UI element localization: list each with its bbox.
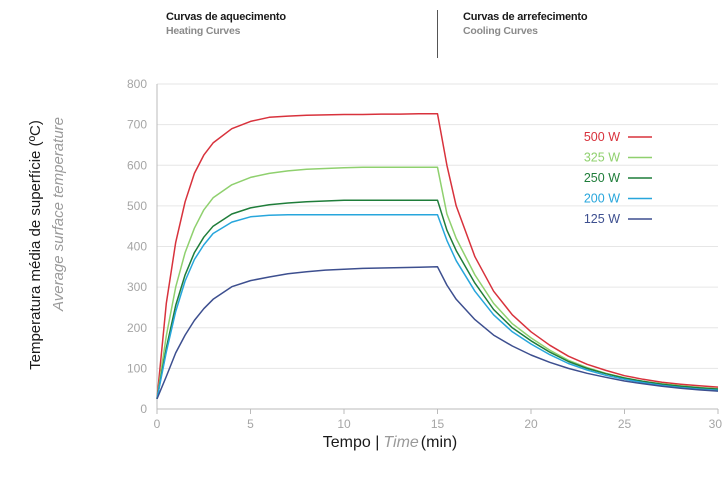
x-tick-label: 0	[154, 417, 161, 431]
x-axis-label-unit: (min)	[421, 434, 457, 451]
y-tick-label: 300	[127, 280, 147, 294]
x-axis-label-en: Time	[383, 434, 419, 451]
y-tick-label: 500	[127, 199, 147, 213]
cooling-curves-title-en: Cooling Curves	[463, 25, 538, 37]
y-tick-label: 600	[127, 158, 147, 172]
series-lines	[156, 112, 719, 400]
legend: 500 W 325 W 250 W 200 W 125 W	[584, 130, 652, 226]
legend-label: 125 W	[584, 212, 620, 226]
axes	[156, 84, 719, 414]
heating-curves-title-pt: Curvas de aquecimento	[166, 11, 286, 23]
grid-lines	[157, 83, 718, 369]
y-axis-label-pt: Temperatura média de superfície (ºC)	[27, 120, 44, 370]
x-tick-label: 5	[247, 417, 254, 431]
legend-label: 200 W	[584, 192, 620, 206]
legend-label: 325 W	[584, 151, 620, 165]
heating-curves-header: Curvas de aquecimento Heating Curves	[166, 11, 286, 37]
series-line-250w	[156, 199, 719, 399]
x-tick-label: 15	[431, 417, 445, 431]
y-tick-label: 100	[127, 361, 147, 375]
x-tick-label: 10	[337, 417, 351, 431]
y-tick-label: 200	[127, 321, 147, 335]
x-tick-label: 20	[524, 417, 538, 431]
legend-label: 250 W	[584, 171, 620, 185]
y-tick-label: 800	[127, 77, 147, 91]
x-tick-label: 25	[618, 417, 632, 431]
cooling-curves-title-pt: Curvas de arrefecimento	[463, 11, 588, 23]
series-line-200w	[156, 214, 719, 399]
series-line-500w	[156, 112, 719, 399]
x-tick-labels: 0 5 10 15 20 25 30	[154, 417, 723, 431]
y-axis-label-en: Average surface temperature	[50, 117, 67, 312]
x-axis-label-pt: Tempo |	[323, 434, 380, 451]
cooling-curves-header: Curvas de arrefecimento Cooling Curves	[463, 11, 588, 37]
y-tick-label: 0	[140, 402, 147, 416]
y-tick-labels: 0 100 200 300 400 500 600 700 800	[127, 77, 147, 416]
series-line-125w	[156, 266, 719, 400]
header-divider	[437, 10, 438, 58]
x-tick-label: 30	[709, 417, 723, 431]
x-axis-label: Tempo | Time (min)	[323, 434, 457, 451]
heating-curves-title-en: Heating Curves	[166, 25, 241, 37]
y-tick-label: 700	[127, 118, 147, 132]
y-tick-label: 400	[127, 240, 147, 254]
legend-label: 500 W	[584, 130, 620, 144]
